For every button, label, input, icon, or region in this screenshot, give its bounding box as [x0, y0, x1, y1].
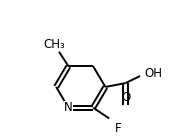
- Text: O: O: [121, 91, 130, 104]
- Text: N: N: [64, 101, 73, 114]
- Text: F: F: [114, 122, 121, 135]
- Text: CH₃: CH₃: [44, 38, 66, 51]
- Text: OH: OH: [144, 67, 162, 80]
